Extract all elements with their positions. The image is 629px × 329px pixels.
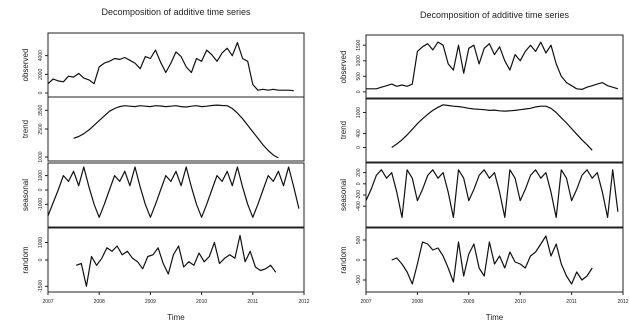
y-tick-label: 1500 <box>356 39 362 50</box>
y-tick-label: -1500 <box>38 280 44 293</box>
y-tick-label: -1000 <box>38 198 44 211</box>
x-tick-label: 2011 <box>247 299 258 305</box>
x-tick-label: 2009 <box>145 299 156 305</box>
series-line-random <box>391 235 593 285</box>
y-tick-label: 0 <box>356 146 362 149</box>
panel-frame-trend <box>47 96 305 162</box>
panel-label-seasonal: seasonal <box>339 179 348 211</box>
x-tick-label: 2012 <box>298 299 309 305</box>
panel-frame-observed <box>47 32 305 98</box>
y-tick-label: 200 <box>356 168 362 177</box>
series-line-trend <box>73 104 279 159</box>
y-tick-label: 0 <box>38 91 44 94</box>
chart-title: Decomposition of additive time series <box>101 7 251 17</box>
y-tick-label: 1000 <box>38 170 44 181</box>
panel-frame-random <box>47 227 305 293</box>
y-tick-label: 500 <box>356 72 362 81</box>
panel-frame-random <box>365 227 624 293</box>
y-tick-label: 1000 <box>356 55 362 66</box>
series-line-observed <box>366 41 619 91</box>
panel-label-trend: trend <box>339 121 348 139</box>
panel-frame-seasonal <box>47 162 305 228</box>
panel-label-seasonal: seasonal <box>21 179 30 211</box>
x-axis-label: Time <box>486 313 504 322</box>
y-tick-label: 1000 <box>38 151 44 162</box>
series-line-seasonal <box>47 166 300 218</box>
y-tick-label: 0 <box>38 188 44 191</box>
y-tick-label: 500 <box>356 236 362 245</box>
panel-frame-trend <box>365 97 624 163</box>
panel-label-random: random <box>339 246 348 273</box>
series-line-seasonal <box>365 169 619 218</box>
series-line-random <box>76 234 277 287</box>
series-line-observed <box>47 41 294 92</box>
y-tick-label: -500 <box>356 275 362 285</box>
panel-label-random: random <box>21 246 30 273</box>
y-tick-label: 2500 <box>38 123 44 134</box>
x-tick-label: 2007 <box>360 299 371 305</box>
y-tick-label: 400 <box>356 129 362 138</box>
chart-title: Decomposition of additive time series <box>420 10 570 20</box>
y-tick-label: 0 <box>356 258 362 261</box>
y-tick-label: 0 <box>356 182 362 185</box>
y-tick-label: 0 <box>356 90 362 93</box>
y-tick-label: -400 <box>356 201 362 211</box>
panel-label-observed: observed <box>339 51 348 84</box>
panel-label-observed: observed <box>21 49 30 82</box>
x-tick-label: 2012 <box>617 299 628 305</box>
y-tick-label: 0 <box>38 258 44 261</box>
series-line-trend <box>391 104 593 151</box>
y-tick-label: 3500 <box>38 105 44 116</box>
y-tick-label: 1000 <box>356 107 362 118</box>
x-axis-label: Time <box>167 313 185 322</box>
y-tick-label: 4000 <box>38 50 44 61</box>
x-tick-label: 2008 <box>94 299 105 305</box>
x-tick-label: 2010 <box>196 299 207 305</box>
panel-label-trend: trend <box>21 120 30 138</box>
x-tick-label: 2010 <box>515 299 526 305</box>
panel-frame-observed <box>365 34 624 100</box>
y-tick-label: 2000 <box>38 69 44 80</box>
x-tick-label: 2007 <box>42 299 53 305</box>
y-tick-label: -200 <box>356 190 362 200</box>
x-tick-label: 2008 <box>412 299 423 305</box>
x-tick-label: 2009 <box>463 299 474 305</box>
x-tick-label: 2011 <box>566 299 577 305</box>
y-tick-label: 1000 <box>38 237 44 248</box>
